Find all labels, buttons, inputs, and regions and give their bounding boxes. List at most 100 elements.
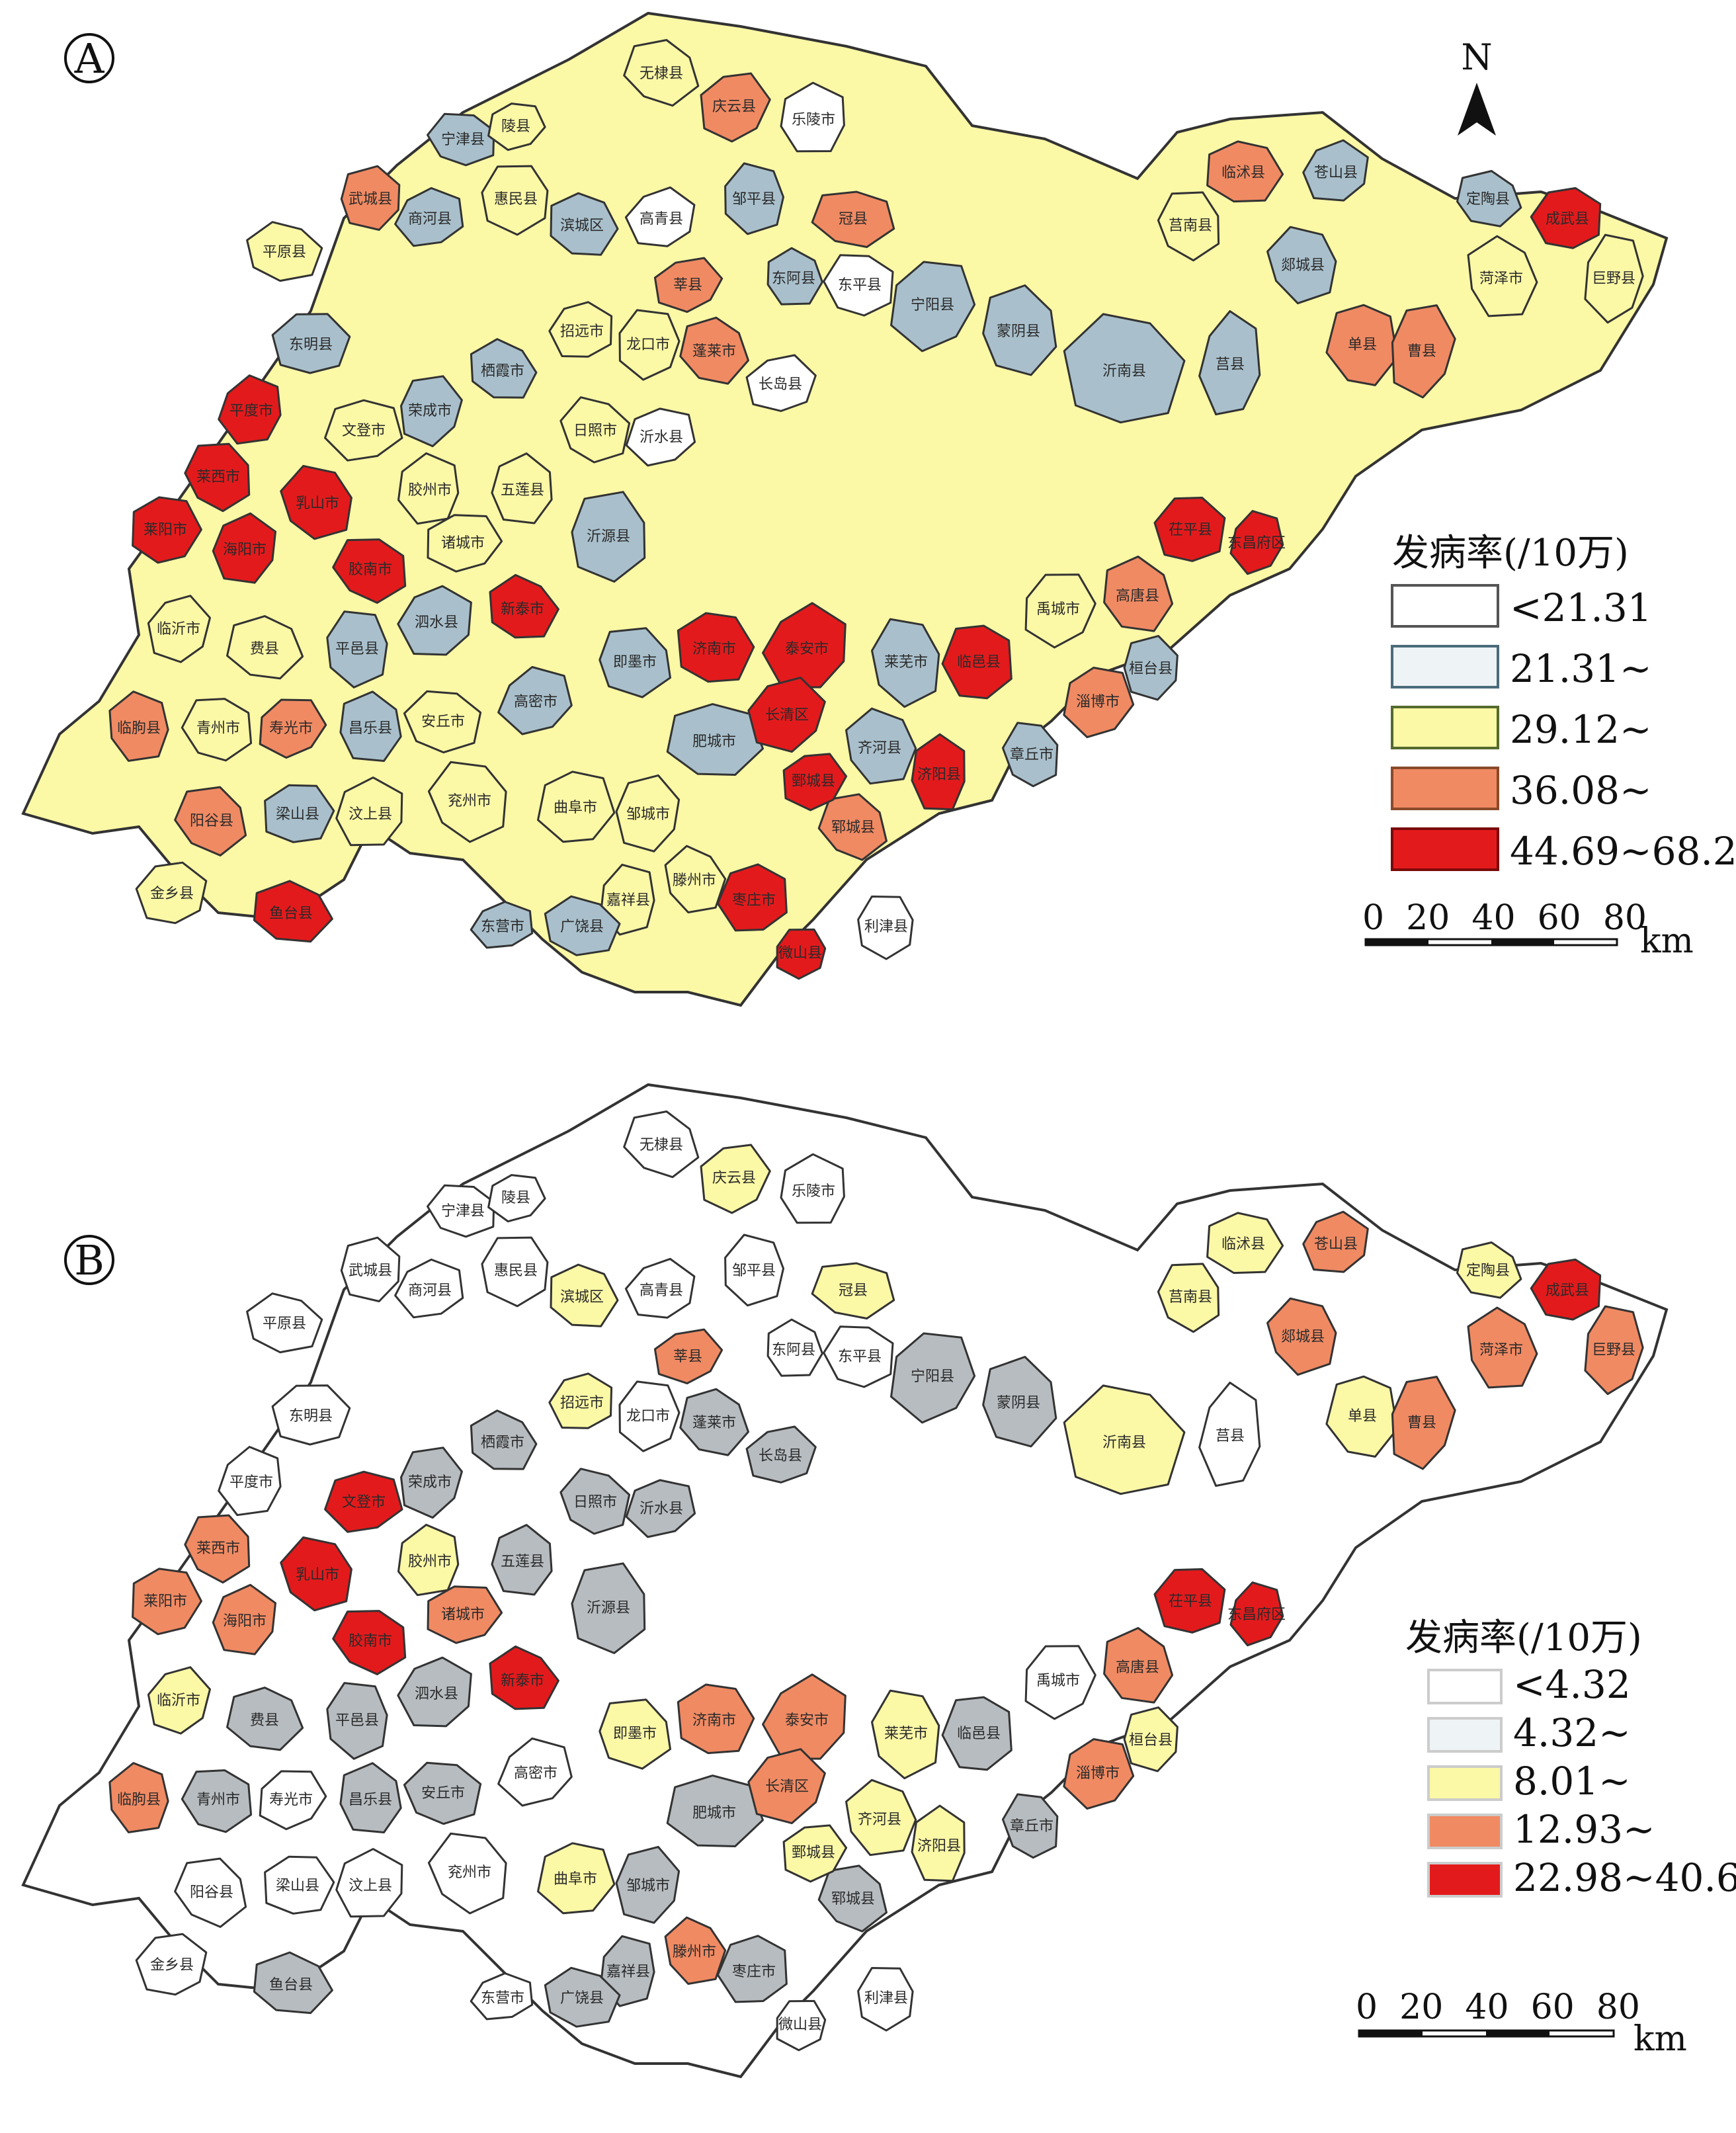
county-region — [548, 301, 613, 358]
county-label: 日照市 — [573, 1494, 617, 1511]
county-region — [599, 627, 671, 698]
county-region — [1206, 1212, 1284, 1275]
county-region — [1456, 170, 1522, 228]
county-region — [625, 407, 696, 467]
county-label: 沂源县 — [587, 1600, 630, 1616]
county-label: 兖州市 — [448, 793, 491, 810]
county-label: 金乡县 — [150, 886, 194, 902]
county-region — [1063, 313, 1186, 424]
county-region — [264, 784, 335, 843]
county-label: 章丘市 — [1010, 747, 1054, 763]
county-label: 商河县 — [408, 211, 452, 228]
county-region — [716, 1935, 788, 2003]
county-label: 海阳市 — [223, 542, 267, 558]
county-region — [618, 309, 681, 381]
county-label: 临朐县 — [117, 1792, 161, 1808]
county-region — [1103, 1627, 1174, 1704]
county-region — [559, 396, 631, 464]
legend-label: 29.12~ — [1510, 707, 1652, 752]
county-region — [340, 1236, 401, 1302]
county-label: 邹城市 — [626, 806, 670, 823]
county-label: 茌平县 — [1169, 522, 1212, 538]
county-region — [780, 1153, 845, 1224]
county-label: 枣庄市 — [732, 1964, 776, 1980]
county-region — [1302, 1210, 1369, 1273]
county-region — [497, 666, 573, 735]
county-region — [259, 698, 327, 759]
county-label: 临沭县 — [1221, 165, 1265, 181]
county-label: 滕州市 — [673, 1944, 716, 1960]
county-label: 郓城县 — [831, 1891, 875, 1907]
county-label: 宁阳县 — [911, 297, 954, 314]
county-label: 金乡县 — [150, 1957, 194, 1974]
panel-a-map: 无棣县庆云县乐陵市宁津县陵县武城县平原县商河县惠民县滨城区 高青县邹平县冠县莘县东… — [21, 11, 1669, 1007]
county-region — [147, 595, 211, 663]
county-region — [537, 771, 616, 843]
county-label: 荣成市 — [408, 403, 452, 419]
county-label: 蒙阴县 — [997, 323, 1040, 340]
county-region — [1266, 1297, 1337, 1376]
county-region — [326, 610, 388, 689]
county-label: 鱼台县 — [269, 905, 313, 922]
legend-swatch — [1391, 645, 1499, 689]
county-region — [745, 354, 817, 412]
county-region — [544, 1966, 621, 2028]
panel-b-scalebar: 0 20 40 60 80 km — [1356, 1987, 1687, 2059]
county-label: 济南市 — [692, 641, 736, 657]
svg-text:km: km — [1640, 921, 1694, 961]
county-region — [615, 774, 681, 853]
county-region — [271, 313, 351, 374]
county-region — [427, 112, 495, 167]
county-label: 鱼台县 — [269, 1977, 313, 1993]
svg-text:0 20 40 60 80: 0 20 40 60 80 — [1356, 1987, 1640, 2027]
county-region — [823, 1325, 894, 1388]
county-region — [811, 1262, 895, 1319]
county-label: 胶州市 — [408, 1554, 452, 1570]
svg-text:发病率(/10万): 发病率(/10万) — [1392, 532, 1629, 575]
county-region — [571, 1562, 646, 1654]
county-label: 枣庄市 — [732, 892, 776, 909]
county-region — [181, 1769, 253, 1833]
county-region — [491, 452, 553, 524]
county-label: 郓城县 — [831, 819, 875, 836]
county-region — [1467, 235, 1538, 317]
county-region — [857, 1967, 914, 2032]
county-region — [1456, 1241, 1522, 1299]
county-region — [624, 186, 696, 247]
county-label: 巨野县 — [1592, 271, 1635, 287]
county-region — [397, 452, 460, 525]
county-label: 沂水县 — [640, 429, 683, 446]
legend-swatch — [1427, 1814, 1503, 1849]
county-label: 淄博市 — [1076, 694, 1120, 710]
county-label: 龙口市 — [626, 337, 670, 353]
county-region — [776, 928, 827, 980]
county-label: 邹平县 — [732, 191, 776, 208]
county-region — [1198, 1382, 1261, 1487]
county-label: 安丘市 — [421, 1785, 465, 1802]
county-region — [544, 895, 621, 956]
county-region — [911, 733, 966, 811]
county-region — [1302, 139, 1369, 202]
county-region — [487, 103, 546, 151]
county-label: 高青县 — [640, 211, 683, 228]
county-region — [811, 190, 895, 248]
county-label: 沂水县 — [640, 1501, 683, 1517]
county-label: 招远市 — [560, 323, 604, 340]
county-region — [890, 261, 976, 353]
county-region — [184, 442, 251, 513]
county-region — [427, 1585, 503, 1644]
county-label: 禹城市 — [1036, 601, 1080, 618]
county-label: 栖霞市 — [481, 363, 524, 380]
county-label: 陵县 — [501, 118, 530, 135]
county-label: 高密市 — [514, 1765, 558, 1782]
county-label: 宁津县 — [441, 1203, 485, 1220]
legend-label: <4.32 — [1513, 1662, 1631, 1707]
county-region — [625, 1479, 696, 1538]
county-region — [470, 1972, 534, 2021]
county-label: 惠民县 — [494, 1263, 538, 1279]
county-label: 青州市 — [196, 1792, 240, 1808]
county-label: 郯城县 — [1281, 1329, 1325, 1345]
county-region — [332, 1610, 407, 1675]
county-label: 无棣县 — [640, 1137, 683, 1153]
county-region — [184, 1514, 251, 1584]
